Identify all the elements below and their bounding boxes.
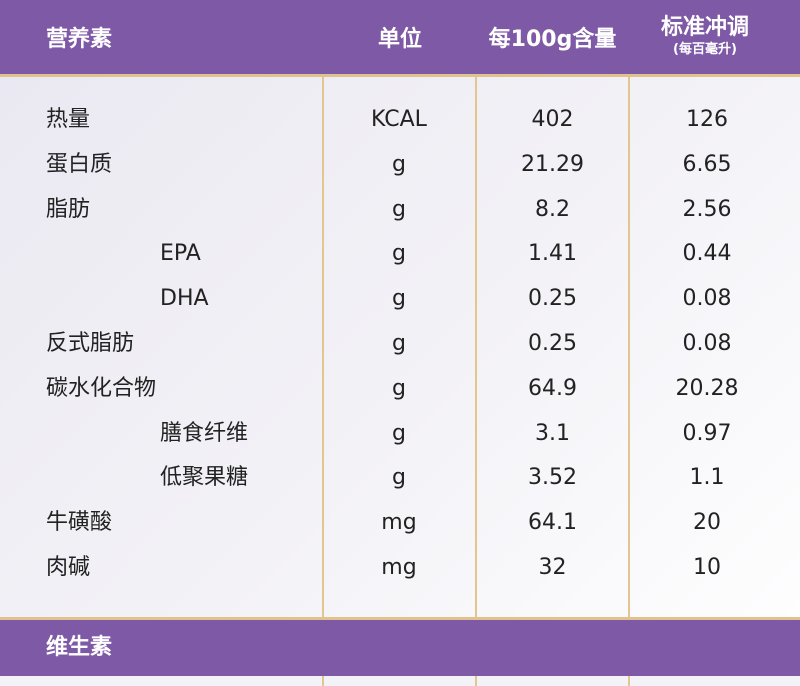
column-divider bbox=[628, 676, 630, 686]
nutrient-name: 热量 bbox=[46, 107, 91, 132]
nutrient-name: 膳食纤维 bbox=[160, 420, 249, 446]
nutrient-standard: 126 bbox=[686, 107, 728, 132]
nutrient-unit: KCAL bbox=[371, 107, 427, 132]
header-nutrient: 营养素 bbox=[46, 27, 113, 52]
nutrient-standard: 1.1 bbox=[689, 465, 725, 491]
column-divider bbox=[628, 77, 630, 617]
nutrient-per-100g: 0.25 bbox=[528, 286, 577, 312]
nutrient-unit: mg bbox=[381, 554, 417, 580]
nutrient-name: 蛋白质 bbox=[46, 151, 113, 177]
nutrient-name: EPA bbox=[160, 241, 201, 267]
nutrient-name: 低聚果糖 bbox=[160, 465, 249, 491]
table-row: 膳食纤维 g 3.1 0.97 bbox=[0, 412, 800, 457]
nutrient-unit: g bbox=[392, 330, 406, 356]
section-title: 维生素 bbox=[46, 635, 113, 660]
nutrient-standard: 20.28 bbox=[675, 375, 739, 401]
nutrient-per-100g: 402 bbox=[531, 107, 574, 132]
nutrient-unit: g bbox=[392, 196, 406, 222]
nutrient-name: DHA bbox=[160, 286, 209, 312]
table-row: 反式脂肪 g 0.25 0.08 bbox=[0, 322, 800, 367]
nutrient-name: 肉碱 bbox=[46, 554, 91, 580]
nutrient-per-100g: 8.2 bbox=[535, 196, 570, 222]
nutrient-per-100g: 3.52 bbox=[528, 465, 577, 491]
nutrient-per-100g: 3.1 bbox=[535, 420, 570, 446]
table-row: 牛磺酸 mg 64.1 20 bbox=[0, 501, 800, 546]
nutrient-standard: 0.08 bbox=[682, 330, 732, 356]
nutrient-unit: g bbox=[392, 241, 406, 267]
table-row: EPA g 1.41 0.44 bbox=[0, 232, 800, 277]
column-divider bbox=[322, 77, 324, 617]
nutrition-table-body: 热量 KCAL 402 126 蛋白质 g 21.29 6.65 脂肪 g 8.… bbox=[0, 98, 800, 591]
column-divider bbox=[475, 676, 477, 686]
nutrient-name: 碳水化合物 bbox=[46, 375, 157, 401]
nutrient-unit: g bbox=[392, 151, 406, 177]
nutrient-name: 反式脂肪 bbox=[46, 330, 135, 356]
table-row: 肉碱 mg 32 10 bbox=[0, 546, 800, 591]
table-row: DHA g 0.25 0.08 bbox=[0, 277, 800, 322]
nutrient-unit: g bbox=[392, 375, 406, 401]
column-divider bbox=[322, 676, 324, 686]
nutrient-unit: mg bbox=[381, 510, 417, 536]
nutrient-per-100g: 21.29 bbox=[521, 151, 584, 177]
nutrient-standard: 6.65 bbox=[682, 151, 732, 177]
header-unit: 单位 bbox=[377, 27, 422, 52]
nutrient-standard: 0.08 bbox=[682, 286, 732, 312]
section-header-vitamins: 维生素 bbox=[0, 617, 800, 676]
nutrient-name: 牛磺酸 bbox=[46, 510, 113, 536]
table-row: 热量 KCAL 402 126 bbox=[0, 98, 800, 143]
nutrient-per-100g: 0.25 bbox=[528, 330, 577, 356]
nutrient-per-100g: 1.41 bbox=[528, 241, 577, 267]
nutrient-per-100g: 64.9 bbox=[528, 375, 577, 401]
table-row: 碳水化合物 g 64.9 20.28 bbox=[0, 367, 800, 412]
nutrient-standard: 0.97 bbox=[682, 420, 732, 446]
nutrient-unit: g bbox=[392, 286, 406, 312]
header-standard-label: 标准冲调 bbox=[660, 15, 749, 40]
nutrient-standard: 10 bbox=[693, 554, 721, 580]
table-row: 脂肪 g 8.2 2.56 bbox=[0, 188, 800, 233]
nutrient-unit: g bbox=[392, 420, 406, 446]
nutrient-name: 脂肪 bbox=[46, 196, 91, 222]
nutrient-standard: 20 bbox=[693, 510, 721, 536]
column-divider bbox=[475, 77, 477, 617]
header-standard-sublabel: (每百毫升) bbox=[673, 42, 737, 57]
nutrient-standard: 2.56 bbox=[682, 196, 732, 222]
nutrient-standard: 0.44 bbox=[682, 241, 732, 267]
table-row: 低聚果糖 g 3.52 1.1 bbox=[0, 456, 800, 501]
nutrient-per-100g: 64.1 bbox=[528, 510, 577, 536]
nutrient-unit: g bbox=[392, 465, 406, 491]
header-standard: 标准冲调 (每百毫升) bbox=[630, 0, 780, 74]
table-header: 营养素 单位 每100g含量 标准冲调 (每百毫升) bbox=[0, 0, 800, 77]
nutrient-per-100g: 32 bbox=[538, 554, 567, 580]
next-table-edge bbox=[0, 676, 800, 686]
header-per-100g: 每100g含量 bbox=[488, 27, 617, 52]
table-row: 蛋白质 g 21.29 6.65 bbox=[0, 143, 800, 188]
